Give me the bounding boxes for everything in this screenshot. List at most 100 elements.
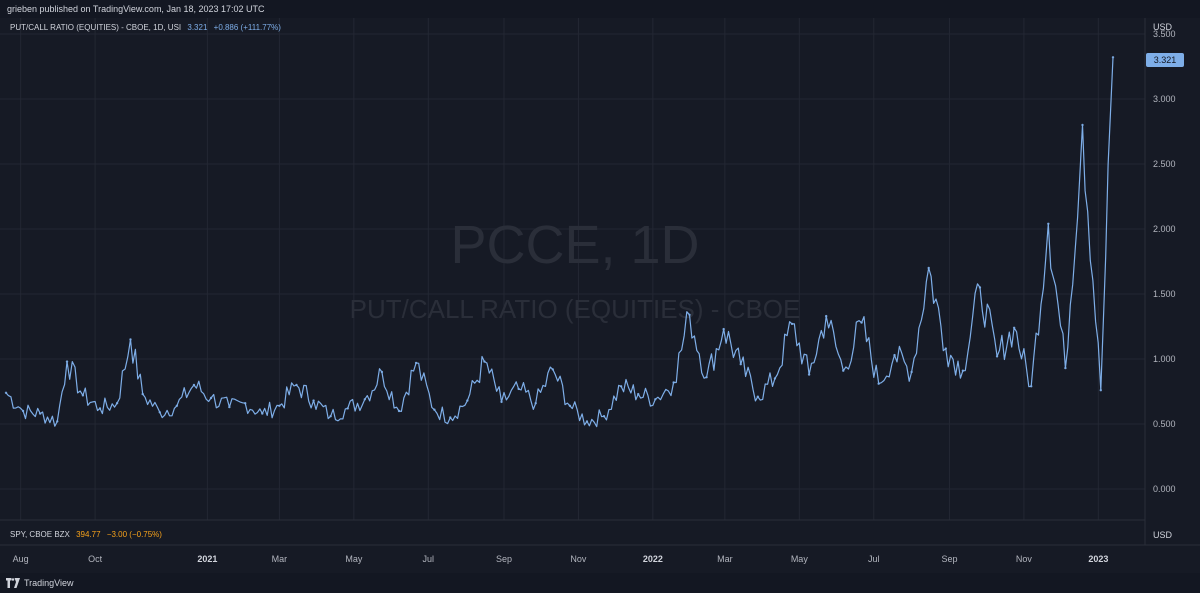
data-point bbox=[209, 396, 213, 400]
legend-sub-title: SPY, CBOE BZX bbox=[10, 530, 70, 539]
legend-main-change: +0.886 (+111.77%) bbox=[213, 23, 281, 32]
x-tick-label: Jul bbox=[868, 554, 880, 564]
data-point bbox=[910, 370, 913, 374]
x-tick-label: Mar bbox=[272, 554, 288, 564]
x-tick-label: Mar bbox=[717, 554, 733, 564]
data-point bbox=[585, 420, 589, 423]
data-point bbox=[56, 420, 59, 423]
legend-main-title: PUT/CALL RATIO (EQUITIES) - CBOE, 1D, US… bbox=[10, 23, 182, 32]
publish-header: grieben published on TradingView.com, Ja… bbox=[0, 0, 1200, 18]
y-tick-label: 3.000 bbox=[1153, 94, 1176, 104]
data-point bbox=[705, 376, 708, 379]
data-point bbox=[1099, 389, 1102, 392]
y-tick-label: 2.500 bbox=[1153, 159, 1176, 169]
legend-main-value: 3.321 bbox=[187, 23, 208, 32]
x-tick-label: May bbox=[345, 554, 363, 564]
data-point bbox=[244, 402, 247, 405]
data-point bbox=[21, 409, 25, 413]
currency-label-bottom[interactable]: USD bbox=[1153, 530, 1173, 540]
x-tick-label: 2022 bbox=[643, 554, 663, 564]
data-point bbox=[141, 392, 144, 396]
data-point bbox=[81, 394, 85, 397]
data-point bbox=[115, 402, 119, 405]
data-point bbox=[1047, 222, 1050, 225]
data-point bbox=[346, 407, 349, 410]
y-tick-label: 2.000 bbox=[1153, 224, 1176, 234]
data-point bbox=[449, 416, 452, 419]
data-point bbox=[672, 381, 675, 384]
chart-frame[interactable] bbox=[0, 18, 1200, 573]
data-point bbox=[619, 385, 623, 388]
data-point bbox=[329, 415, 332, 418]
data-point bbox=[654, 398, 657, 401]
data-point bbox=[129, 338, 132, 341]
data-point bbox=[517, 387, 520, 391]
footer: TradingView bbox=[0, 573, 1200, 593]
data-point bbox=[927, 266, 930, 270]
main-legend[interactable]: PUT/CALL RATIO (EQUITIES) - CBOE, 1D, US… bbox=[10, 23, 281, 32]
watermark-symbol: PCCE, 1D bbox=[450, 215, 699, 275]
watermark-description: PUT/CALL RATIO (EQUITIES) - CBOE bbox=[350, 294, 801, 324]
data-point bbox=[175, 404, 179, 407]
currency-label-top[interactable]: USD bbox=[1153, 22, 1173, 32]
data-point bbox=[1012, 326, 1016, 329]
data-point bbox=[1064, 366, 1067, 370]
data-point bbox=[790, 322, 794, 326]
y-tick-label: 0.000 bbox=[1153, 484, 1176, 494]
data-point bbox=[192, 383, 196, 387]
footer-brand[interactable]: TradingView bbox=[24, 578, 74, 588]
data-point bbox=[98, 407, 102, 410]
data-point bbox=[1030, 385, 1033, 388]
x-tick-label: Nov bbox=[570, 554, 587, 564]
data-point bbox=[637, 392, 640, 396]
data-point bbox=[4, 391, 8, 394]
data-point bbox=[756, 395, 760, 398]
data-point bbox=[38, 412, 42, 415]
x-tick-label: Sep bbox=[941, 554, 957, 564]
x-tick-label: Nov bbox=[1016, 554, 1033, 564]
data-point bbox=[688, 313, 691, 316]
x-tick-label: Jul bbox=[423, 554, 435, 564]
tradingview-logo-icon[interactable] bbox=[6, 578, 20, 588]
x-tick-label: 2023 bbox=[1088, 554, 1108, 564]
data-point bbox=[842, 369, 845, 372]
data-point bbox=[228, 405, 231, 409]
y-tick-label: 1.500 bbox=[1153, 289, 1176, 299]
data-point bbox=[380, 370, 384, 374]
data-point bbox=[534, 402, 537, 405]
data-point bbox=[363, 398, 367, 401]
data-point bbox=[944, 347, 947, 350]
last-price-tag: 3.321 bbox=[1146, 53, 1184, 67]
data-point bbox=[807, 373, 811, 376]
data-point bbox=[500, 400, 503, 404]
data-point bbox=[1081, 123, 1084, 127]
x-tick-label: May bbox=[791, 554, 809, 564]
legend-sub-change: −3.00 (−0.75%) bbox=[106, 530, 162, 539]
data-point bbox=[893, 353, 896, 357]
series-line-pcce bbox=[5, 57, 1114, 428]
data-point bbox=[466, 399, 469, 402]
data-point bbox=[602, 415, 606, 418]
x-tick-label: Oct bbox=[88, 554, 103, 564]
y-tick-label: 1.000 bbox=[1153, 354, 1176, 364]
data-point bbox=[978, 286, 982, 289]
data-point bbox=[65, 360, 69, 363]
data-point bbox=[261, 412, 264, 415]
x-tick-label: 2021 bbox=[197, 554, 217, 564]
data-point bbox=[551, 368, 554, 371]
sub-legend[interactable]: SPY, CBOE BZX 394.77 −3.00 (−0.75%) bbox=[10, 530, 162, 539]
x-tick-label: Sep bbox=[496, 554, 512, 564]
data-point bbox=[739, 363, 742, 366]
data-point bbox=[961, 369, 965, 372]
data-point bbox=[860, 321, 863, 324]
y-tick-label: 0.500 bbox=[1153, 419, 1176, 429]
data-point bbox=[433, 408, 436, 411]
y-tick-label: 3.500 bbox=[1153, 29, 1176, 39]
legend-sub-value: 394.77 bbox=[76, 530, 101, 539]
data-point bbox=[773, 377, 777, 380]
x-tick-label: Aug bbox=[13, 554, 29, 564]
data-point bbox=[397, 409, 401, 413]
data-point bbox=[483, 360, 486, 363]
data-point bbox=[295, 383, 298, 387]
